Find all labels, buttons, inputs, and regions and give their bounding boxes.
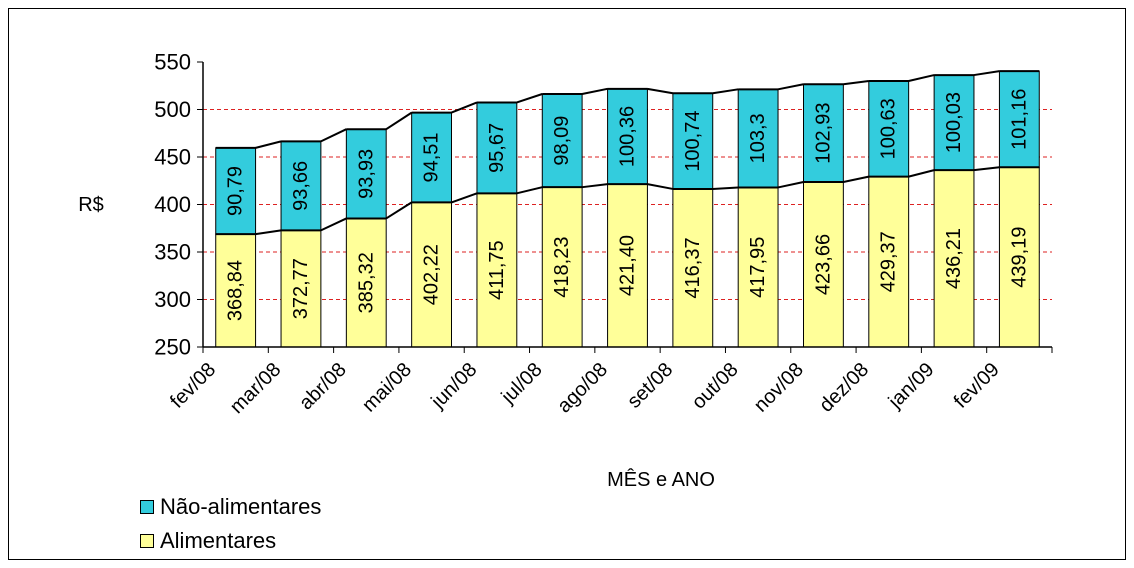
x-tick-label-5: jul/08 [497, 359, 547, 409]
legend-item-alimentares: Alimentares [140, 524, 321, 558]
x-tick-label-7: set/08 [623, 359, 677, 413]
legend-label-alimentares: Alimentares [160, 528, 277, 553]
data-label-alimentares-4: 411,75 [486, 240, 508, 300]
legend-swatch-nao-alimentares [140, 500, 154, 514]
y-tick-label-2: 350 [154, 240, 191, 265]
x-tick-label-4: jun/08 [427, 359, 482, 414]
bar-nao-alimentares-4 [476, 101, 518, 194]
connector-nao-alimentares-11 [973, 70, 1000, 77]
connector-alimentares-8 [777, 181, 804, 189]
connector-nao-alimentares-9 [843, 80, 869, 86]
data-label-nao-alimentares-2: 93,93 [355, 149, 377, 199]
bar-alimentares-0 [215, 233, 257, 348]
data-label-alimentares-1: 372,77 [290, 258, 312, 319]
bar-nao-alimentares-0 [215, 147, 257, 235]
connector-alimentares-0 [255, 229, 282, 236]
legend-swatch-alimentares [140, 534, 154, 548]
data-label-nao-alimentares-3: 94,51 [421, 132, 443, 182]
x-tick-label-12: fev/09 [950, 359, 1004, 413]
data-label-alimentares-12: 439,19 [1008, 227, 1030, 288]
connector-nao-alimentares-7 [712, 88, 739, 95]
connector-alimentares-7 [712, 186, 739, 190]
bar-nao-alimentares-6 [607, 88, 648, 185]
data-label-alimentares-5: 418,23 [551, 237, 573, 298]
x-tick-label-11: jan/09 [884, 359, 939, 414]
bar-alimentares-12 [998, 166, 1040, 348]
bar-nao-alimentares-8 [737, 88, 779, 188]
bar-alimentares-6 [607, 183, 648, 348]
bar-nao-alimentares-5 [541, 93, 583, 188]
y-axis-label: R$ [78, 194, 104, 216]
bar-alimentares-4 [476, 192, 518, 348]
connector-nao-alimentares-5 [581, 87, 608, 95]
y-tick-label-3: 400 [154, 192, 191, 217]
legend-item-nao-alimentares: Não-alimentares [140, 490, 321, 524]
connector-alimentares-2 [385, 201, 413, 220]
connector-alimentares-1 [320, 217, 347, 232]
connector-nao-alimentares-2 [385, 111, 413, 131]
bar-nao-alimentares-12 [998, 70, 1040, 168]
x-tick-label-3: mai/08 [358, 359, 416, 417]
bar-alimentares-10 [868, 176, 910, 348]
data-label-alimentares-2: 385,32 [355, 252, 377, 313]
connector-alimentares-9 [843, 175, 870, 184]
x-axis-label: MÊS e ANO [607, 468, 715, 491]
data-label-alimentares-9: 423,66 [812, 234, 834, 295]
chart-frame: 368,84 90,79 372,77 93,66 385,32 93,93 402,22 9… [8, 8, 1126, 560]
connector-nao-alimentares-4 [516, 93, 543, 104]
connector-alimentares-10 [908, 169, 935, 178]
data-label-nao-alimentares-9: 102,93 [812, 103, 834, 164]
stacked-bar-chart: 368,84 90,79 372,77 93,66 385,32 93,93 402,22 9… [78, 50, 1053, 491]
connector-alimentares-6 [647, 183, 674, 190]
x-tick-label-10: dez/08 [815, 359, 873, 417]
data-label-nao-alimentares-6: 100,36 [617, 106, 639, 167]
data-label-alimentares-3: 402,22 [421, 244, 443, 305]
bar-nao-alimentares-9 [803, 83, 844, 183]
y-tick-label-1: 300 [154, 287, 191, 312]
connector-nao-alimentares-1 [320, 128, 347, 143]
x-tick-label-9: nov/08 [750, 359, 808, 417]
data-label-nao-alimentares-10: 100,63 [878, 98, 900, 159]
x-tick-label-2: abr/08 [295, 359, 351, 415]
data-label-nao-alimentares-0: 90,79 [225, 166, 247, 216]
connector-alimentares-5 [581, 183, 608, 189]
connector-alimentares-4 [516, 186, 543, 195]
y-tick-label-5: 500 [154, 97, 191, 122]
data-label-nao-alimentares-4: 95,67 [486, 123, 508, 173]
connector-nao-alimentares-0 [255, 140, 282, 149]
x-tick-label-1: mar/08 [226, 359, 286, 419]
data-label-alimentares-11: 436,21 [943, 228, 965, 289]
data-label-nao-alimentares-1: 93,66 [290, 161, 312, 211]
data-label-nao-alimentares-12: 101,16 [1008, 89, 1030, 150]
data-label-alimentares-6: 421,40 [617, 235, 639, 296]
connector-alimentares-3 [451, 192, 478, 204]
legend-label-nao-alimentares: Não-alimentares [160, 494, 322, 519]
legend: Não-alimentares Alimentares [140, 490, 321, 558]
data-label-alimentares-8: 417,95 [747, 237, 769, 298]
data-label-nao-alimentares-8: 103,3 [747, 113, 769, 163]
data-label-nao-alimentares-11: 100,03 [943, 92, 965, 153]
bar-nao-alimentares-11 [933, 74, 975, 171]
x-tick-label-6: ago/08 [553, 359, 612, 418]
x-tick-label-8: out/08 [688, 359, 743, 414]
connector-nao-alimentares-10 [908, 74, 935, 82]
bar-alimentares-1 [280, 229, 322, 348]
connector-nao-alimentares-3 [451, 101, 478, 114]
data-label-nao-alimentares-5: 98,09 [551, 116, 573, 166]
connector-alimentares-11 [973, 166, 1000, 172]
y-tick-label-0: 250 [154, 335, 191, 360]
connector-nao-alimentares-6 [647, 87, 674, 95]
y-tick-label-4: 450 [154, 145, 191, 170]
connector-nao-alimentares-8 [777, 83, 804, 91]
bar-alimentares-9 [803, 181, 844, 348]
x-tick-label-0: fev/08 [166, 359, 220, 413]
data-label-nao-alimentares-7: 100,74 [682, 111, 704, 172]
y-tick-label-6: 550 [154, 50, 191, 75]
data-label-alimentares-7: 416,37 [682, 237, 704, 298]
data-label-alimentares-10: 429,37 [878, 231, 900, 292]
data-label-alimentares-0: 368,84 [225, 260, 247, 321]
